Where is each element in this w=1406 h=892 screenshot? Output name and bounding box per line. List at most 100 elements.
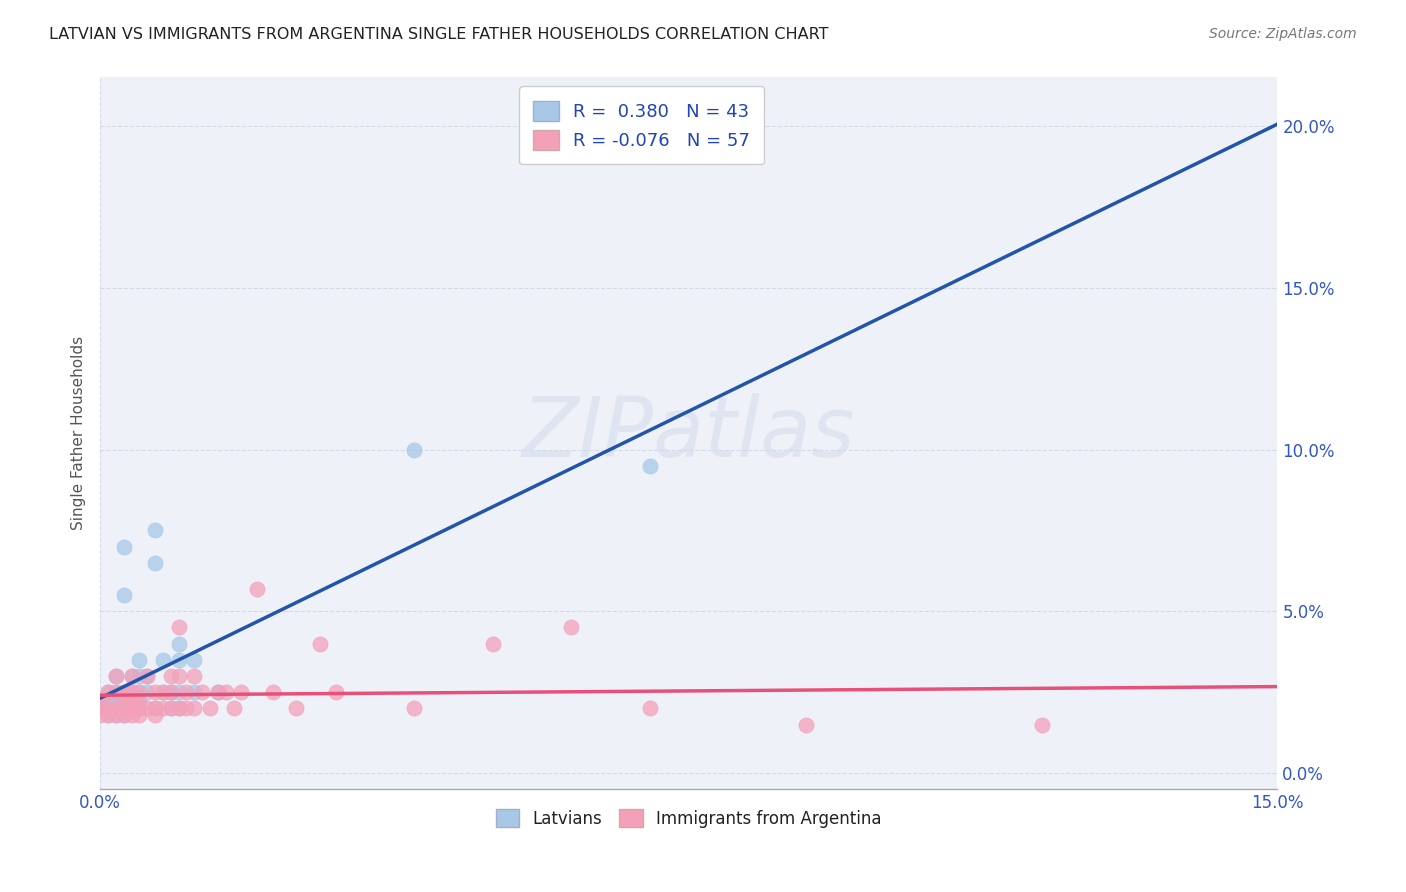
Point (325, 685, 347, 699)
Point (112, 707, 135, 722)
Point (183, 701, 205, 715)
Point (198, 701, 221, 715)
Point (112, 540, 135, 554)
Point (112, 695, 135, 709)
Point (176, 701, 198, 715)
Point (97, 707, 120, 722)
Point (104, 707, 127, 722)
Point (121, 701, 143, 715)
Point (1031, 717, 1053, 731)
Point (104, 695, 127, 709)
Point (112, 588, 135, 602)
Point (143, 685, 166, 699)
Point (136, 669, 159, 683)
Point (128, 695, 150, 709)
Point (481, 637, 503, 651)
Point (97, 685, 120, 699)
Point (121, 701, 143, 715)
Point (89, 695, 111, 709)
Point (152, 685, 174, 699)
Point (159, 669, 181, 683)
Point (796, 717, 818, 731)
Point (167, 685, 190, 699)
Text: Source: ZipAtlas.com: Source: ZipAtlas.com (1209, 27, 1357, 41)
Point (112, 701, 135, 715)
Point (159, 685, 181, 699)
Point (638, 701, 661, 715)
Point (262, 685, 284, 699)
Point (143, 524, 166, 538)
Point (638, 458, 661, 473)
Point (159, 701, 181, 715)
Point (112, 701, 135, 715)
Point (104, 701, 127, 715)
Point (167, 701, 190, 715)
Point (104, 669, 127, 683)
Point (159, 701, 181, 715)
Point (183, 669, 205, 683)
Point (309, 637, 332, 651)
Point (167, 637, 190, 651)
Point (143, 556, 166, 570)
Point (246, 582, 269, 596)
Point (104, 669, 127, 683)
Text: LATVIAN VS IMMIGRANTS FROM ARGENTINA SINGLE FATHER HOUSEHOLDS CORRELATION CHART: LATVIAN VS IMMIGRANTS FROM ARGENTINA SIN… (49, 27, 828, 42)
Point (152, 701, 174, 715)
Point (128, 685, 150, 699)
Point (191, 685, 214, 699)
Point (89, 701, 111, 715)
Point (560, 620, 582, 634)
Point (136, 685, 159, 699)
Point (136, 701, 159, 715)
Point (112, 695, 135, 709)
Point (128, 695, 150, 709)
Point (167, 620, 190, 634)
Point (104, 707, 127, 722)
Point (285, 701, 308, 715)
Point (104, 685, 127, 699)
Point (112, 707, 135, 722)
Point (97, 701, 120, 715)
Point (89, 701, 111, 715)
Point (89, 695, 111, 709)
Point (121, 669, 143, 683)
Point (176, 685, 198, 699)
Point (121, 695, 143, 709)
Point (121, 685, 143, 699)
Point (112, 685, 135, 699)
Point (215, 685, 238, 699)
Point (183, 653, 205, 667)
Point (207, 685, 229, 699)
Point (97, 695, 120, 709)
Point (97, 707, 120, 722)
Point (231, 685, 253, 699)
Point (128, 701, 150, 715)
Point (207, 685, 229, 699)
Point (143, 701, 166, 715)
Point (404, 442, 426, 457)
Y-axis label: Single Father Households: Single Father Households (72, 336, 86, 531)
Point (167, 701, 190, 715)
Point (128, 701, 150, 715)
Point (143, 701, 166, 715)
Point (183, 685, 205, 699)
Point (128, 653, 150, 667)
Point (167, 653, 190, 667)
Point (167, 669, 190, 683)
Point (136, 669, 159, 683)
Point (97, 701, 120, 715)
Point (128, 685, 150, 699)
Point (89, 707, 111, 722)
Point (152, 653, 174, 667)
Point (152, 685, 174, 699)
Point (104, 685, 127, 699)
Point (404, 701, 426, 715)
Point (159, 685, 181, 699)
Point (121, 707, 143, 722)
Point (143, 707, 166, 722)
Point (121, 685, 143, 699)
Text: ZIPatlas: ZIPatlas (522, 392, 856, 474)
Point (128, 707, 150, 722)
Point (128, 669, 150, 683)
Point (97, 685, 120, 699)
